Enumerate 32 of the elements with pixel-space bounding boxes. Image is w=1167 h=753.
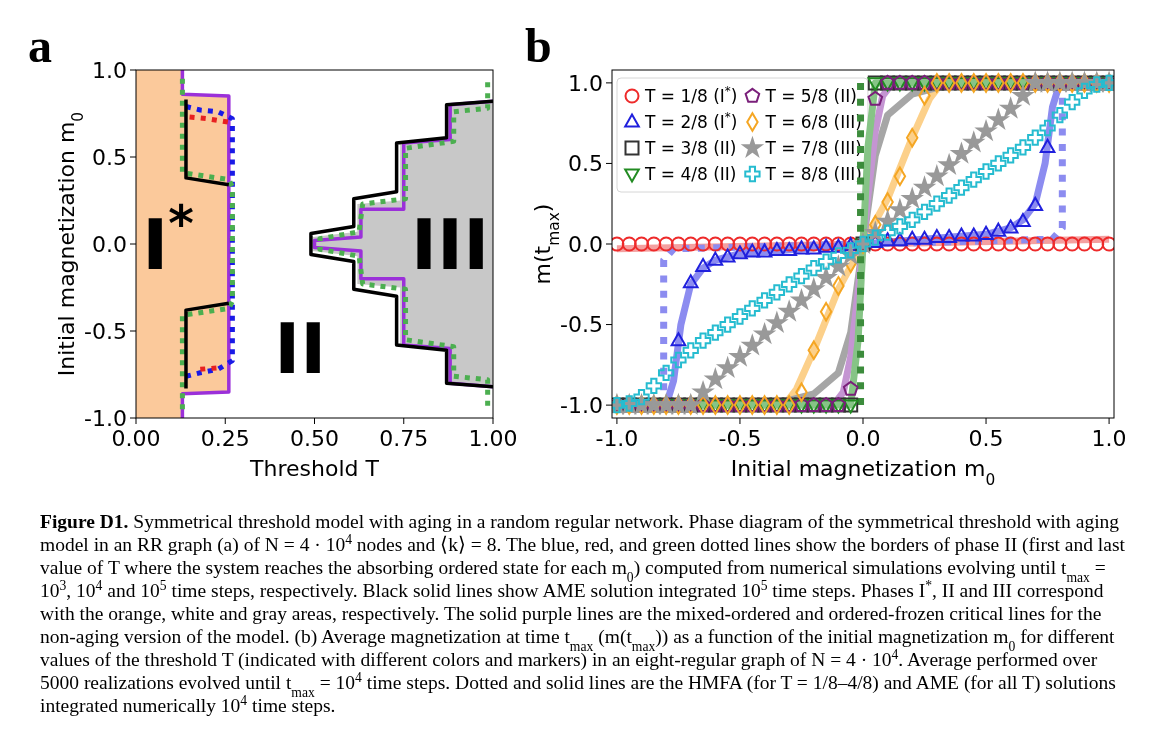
x-tick-label: -0.5: [718, 425, 762, 451]
text: a: [28, 19, 52, 72]
x-tick-label: 0.25: [200, 425, 250, 451]
y-tick-label: -0.5: [84, 318, 127, 344]
legend-label: T = 5/8 (II): [764, 85, 857, 106]
y-tick-label: 0.0: [568, 231, 603, 257]
legend-label: T = 8/8 (III): [764, 163, 862, 184]
x-tick-label: 1.0: [1091, 425, 1127, 451]
y-tick-label: 0.5: [92, 144, 127, 170]
x-tick-label: 0.75: [379, 425, 429, 451]
y-tick-label: -0.5: [560, 312, 603, 338]
x-tick-label: -1.0: [595, 425, 639, 451]
text: b: [525, 19, 552, 72]
legend-label: T = 2/8 (I$^{*}$): [644, 109, 738, 132]
x-tick-label: 0.5: [968, 425, 1004, 451]
annotation: I$^{*}$: [142, 195, 194, 286]
legend-label: T = 3/8 (II): [644, 137, 737, 158]
y-tick-label: 0.5: [568, 151, 603, 177]
x-tick-label: 0.0: [845, 425, 881, 451]
y-tick-label: 1.0: [92, 57, 127, 83]
x-tick-label: 0.50: [290, 425, 339, 451]
annotation: II: [274, 307, 327, 390]
y-tick-label: 1.0: [568, 70, 603, 96]
legend-label: T = 4/8 (II): [644, 163, 737, 184]
x-tick-label: 1.00: [468, 425, 518, 451]
y-tick-label: -1.0: [560, 392, 603, 418]
y-tick-label: 0.0: [92, 231, 127, 257]
x-axis-title: Initial magnetization m$_{0}$: [730, 455, 996, 489]
legend-label: T = 1/8 (I$^{*}$): [644, 83, 738, 106]
x-axis-title: Threshold T: [249, 455, 380, 481]
text: Figure D1. Symmetrical threshold model with aging in a random regular network. Phase diagram of the symmetrical threshold with aging model in an RR graph (a) of N = 4 · 10$^{4}$ nodes and ⟨k⟩ = 8. The blue, red, and green dotted lines show the borders of phase II (first and last value of T where the system reaches the absorbing ordered state for each m$_{0}$) computed from numerical simulations evolving until t$_{max}$ = 10$^{3}$, 10$^{4}$ and 10$^{5}$ time steps, respectively. Black solid lines show AME solution integrated 10$^{5}$ time steps. Phases I$^{*}$, II and III correspond with the orange, white and gray areas, respectively. The solid purple lines are the mixed-ordered and ordered-frozen critical lines for the non-aging version of the model. (b) Average magnetization at time t$_{max}$ (m(t$_{max}$)) as a function of the initial magnetization m$_{0}$ for different values of the threshold T (indicated with different colors and markers) in an eight-regular graph of N = 4 · 10$^{4}$. Average performed over 5000 realizations evolved until t$_{max}$ = 10$^{4}$ time steps. Dotted and solid lines are the HMFA (for T = 1/8–4/8) and AME (for all T) solutions integrated numerically 10$^{4}$ time steps.: [40, 511, 1125, 716]
annotation: III: [411, 203, 490, 286]
